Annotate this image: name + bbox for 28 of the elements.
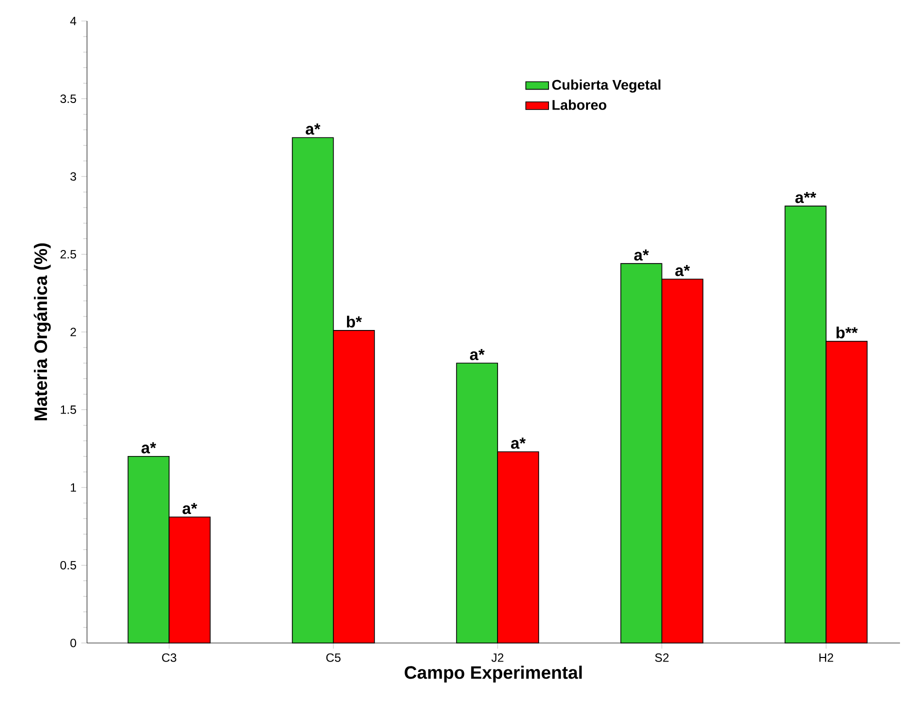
y-tick-label: 1 (70, 483, 76, 492)
annotation: a* (675, 265, 690, 276)
x-tick-label: S2 (655, 653, 669, 662)
annotation: a* (306, 124, 320, 135)
y-tick-label: 0 (70, 638, 76, 648)
annotation: a* (634, 249, 649, 261)
y-tick-label: 2 (70, 328, 76, 336)
y-axis-title: Materia Orgánica (%) (34, 243, 51, 420)
x-tick-label: J2 (491, 653, 504, 662)
annotation: a* (182, 502, 198, 514)
x-axis-title: Campo Experimental (404, 666, 582, 682)
x-tick-label: C5 (326, 653, 341, 662)
annotation: a* (511, 438, 526, 449)
x-tick-label: H2 (819, 653, 834, 662)
annotation: a* (470, 349, 485, 360)
x-tick-label: C3 (162, 653, 176, 662)
y-tick-label: 3 (70, 172, 76, 181)
y-tick-label: 0.5 (60, 560, 76, 570)
legend-label: Laboreo (552, 100, 606, 110)
annotation: b** (836, 326, 858, 338)
legend-label: Cubierta Vegetal (552, 79, 660, 93)
y-tick-label: 2.5 (60, 250, 76, 258)
y-tick-label: 1.5 (60, 406, 76, 414)
annotation: b* (346, 316, 362, 328)
y-tick-label: 3.5 (60, 94, 76, 104)
y-tick-label: 4 (70, 16, 76, 26)
annotation: a* (141, 442, 156, 454)
annotation: a** (795, 192, 816, 204)
